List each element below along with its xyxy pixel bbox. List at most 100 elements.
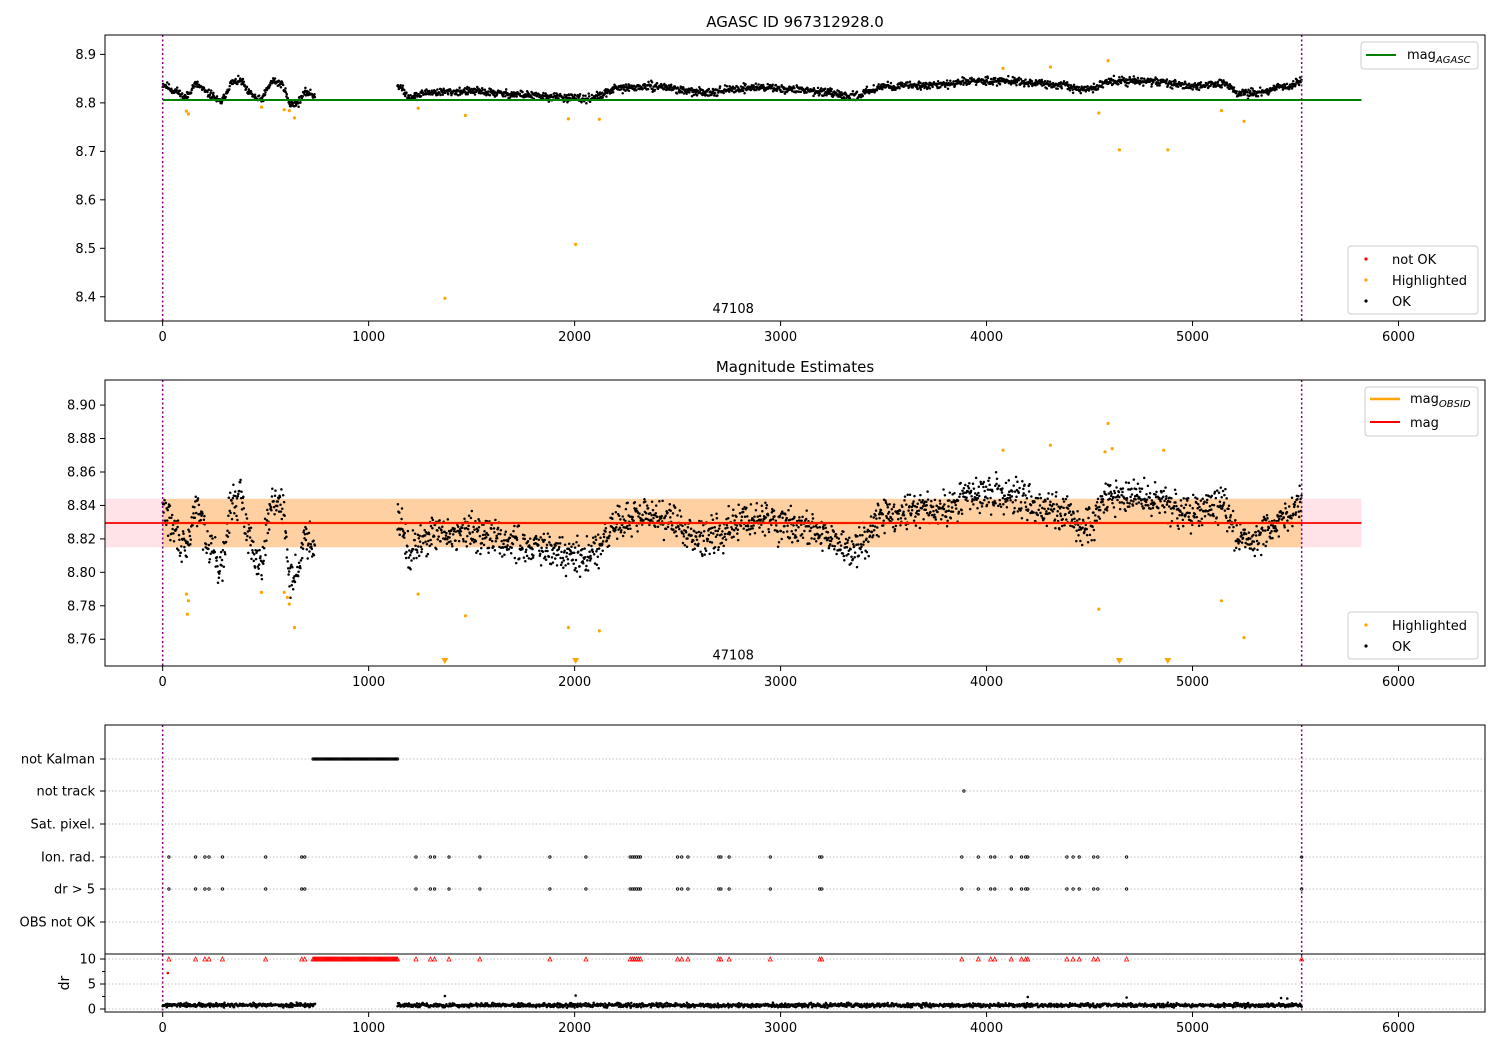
p2-ok-point — [291, 587, 295, 591]
p2-ok-point — [451, 544, 454, 548]
p2-ok-point — [1135, 502, 1138, 505]
p2-ok-point — [1053, 518, 1057, 521]
p2-ok-point — [1256, 548, 1259, 551]
p2-ok-point — [486, 533, 490, 537]
p2-ok-point — [710, 513, 713, 517]
p2-ok-point — [903, 495, 907, 498]
p1-ok-point — [743, 91, 746, 95]
p1-ok-point — [750, 84, 754, 87]
p2-ok-point — [1049, 500, 1052, 503]
p2-ok-point — [1169, 525, 1172, 528]
p2-ok-point — [635, 524, 638, 527]
p1-ok-point — [442, 87, 445, 90]
p2-ok-point — [543, 555, 547, 559]
p2-ok-point — [981, 502, 984, 505]
p2-ok-point — [727, 504, 730, 508]
p1-ok-point — [504, 88, 508, 91]
p2-ok-point — [942, 507, 946, 511]
p2-ok-point — [492, 545, 495, 549]
p2-ok-point — [1179, 499, 1183, 502]
p2-ok-point — [564, 574, 568, 578]
p1-x-tick-label: 1000 — [352, 330, 385, 345]
p2-ok-point — [793, 515, 796, 519]
p2-ok-point — [291, 566, 294, 569]
p1-point-highlighted — [416, 106, 420, 110]
p2-ok-point — [1247, 531, 1251, 534]
p2-point-highlighted — [1106, 421, 1110, 426]
p2-ok-point — [801, 536, 805, 539]
p2-ok-point — [223, 552, 227, 556]
p1-ok-point — [646, 87, 650, 91]
p2-ok-point — [415, 556, 418, 560]
p2-ok-point — [509, 552, 513, 555]
p2-ok-point — [865, 537, 868, 540]
p2-ok-point — [247, 551, 250, 555]
p2-ok-point — [221, 579, 224, 582]
p2-ok-point — [1022, 492, 1025, 495]
p2-ok-point — [1203, 500, 1206, 503]
p2-ok-point — [251, 549, 254, 552]
p2-ok-point — [1136, 482, 1140, 485]
p2-ok-point — [638, 512, 641, 515]
p2-ok-point — [1252, 540, 1256, 543]
p2-ok-point — [1205, 501, 1209, 504]
p2-ok-point — [407, 556, 411, 559]
p2-ok-point — [644, 512, 648, 515]
p2-ok-point — [852, 542, 855, 546]
p1-point-highlighted — [1242, 119, 1246, 123]
p2-ok-point — [681, 524, 684, 528]
p2-ok-point — [614, 510, 618, 514]
p2-ok-point — [845, 545, 849, 549]
p2-ok-point — [966, 499, 969, 503]
p2-ok-point — [671, 512, 675, 515]
p1-ok-point — [1185, 86, 1189, 90]
p2-ok-point — [473, 528, 476, 531]
p2-ok-point — [704, 549, 708, 553]
p1-ok-point — [1122, 77, 1126, 80]
p2-ok-point — [780, 537, 783, 541]
p2-ok-point — [888, 503, 891, 506]
p2-ok-point — [1065, 518, 1068, 521]
p2-ok-point — [830, 537, 834, 540]
p2-ok-point — [1159, 500, 1162, 503]
p2-ok-point — [913, 494, 916, 498]
p1-ok-point — [688, 91, 691, 94]
p1-ok-point — [279, 86, 283, 89]
p2-ok-point — [920, 507, 924, 510]
p2-ok-point — [867, 529, 871, 533]
p2-ok-point — [959, 481, 962, 485]
p1-point-highlighted — [1048, 65, 1052, 69]
p1-ok-point — [595, 90, 599, 94]
p2-ok-point — [1118, 495, 1121, 499]
p2-ok-point — [986, 488, 990, 491]
p2-ok-point — [1005, 505, 1009, 509]
p2-ok-point — [1064, 512, 1067, 516]
p2-ok-point — [216, 581, 220, 585]
p2-ok-point — [1213, 490, 1217, 494]
p1-ok-point — [936, 79, 940, 83]
p1-ok-point — [843, 96, 846, 100]
p1-ok-point — [407, 95, 411, 99]
p2-ok-point — [944, 515, 948, 519]
p2-ok-point — [1174, 501, 1177, 504]
p1-ok-point — [812, 94, 815, 98]
p2-point-highlighted — [259, 590, 264, 595]
p2-ok-point — [248, 529, 251, 532]
p2-ok-point — [1104, 493, 1108, 496]
p2-ok-point — [987, 479, 990, 482]
p1-ok-point — [1067, 83, 1070, 87]
p2-ok-point — [312, 553, 316, 557]
p2-ok-point — [541, 550, 545, 553]
p1-ok-point — [682, 92, 686, 95]
p1-point-highlighted — [443, 296, 447, 300]
p2-point-highlighted — [597, 629, 601, 633]
p2-ok-point — [754, 508, 758, 512]
p1-ok-point — [273, 77, 277, 80]
p2-ok-point — [1032, 511, 1035, 514]
p2-ok-point — [544, 558, 548, 561]
p2-ok-point — [855, 565, 859, 569]
p1-ok-point — [875, 88, 879, 92]
p2-ok-point — [862, 540, 866, 544]
p2-ok-point — [481, 533, 485, 537]
p2-ok-point — [585, 564, 588, 568]
